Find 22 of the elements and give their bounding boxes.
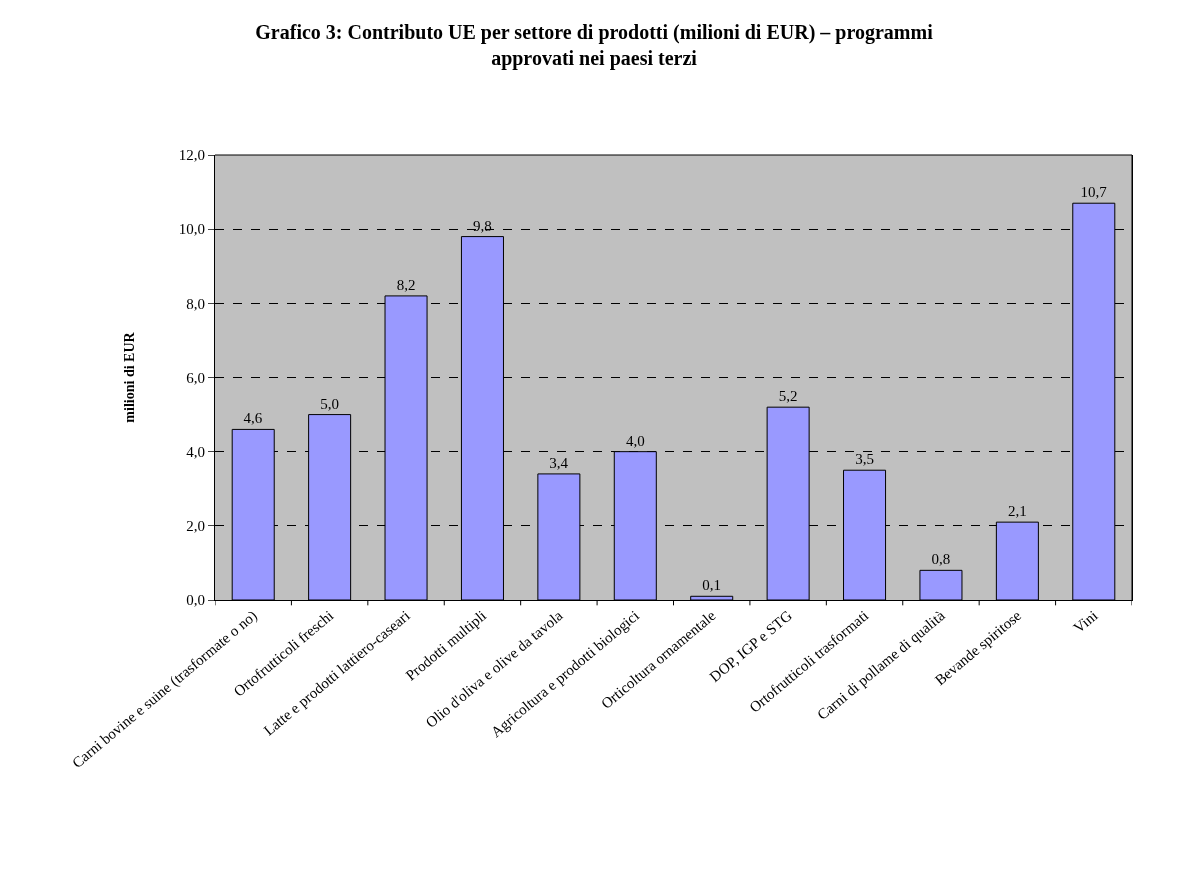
data-label: 5,2 (778, 388, 798, 405)
data-label: 0,8 (931, 551, 951, 568)
data-label: 4,6 (243, 410, 263, 427)
y-tick-label: 6,0 (186, 369, 205, 386)
y-tick-label: 2,0 (186, 518, 205, 535)
y-tick-label: 10,0 (178, 221, 205, 238)
y-axis-title: milioni di EUR (122, 331, 138, 423)
chart-title: Grafico 3: Contributo UE per settore di prodotti (milioni di EUR) – programmi approvati nei paesi terzi (255, 21, 934, 71)
data-label: 2,1 (1008, 503, 1027, 520)
y-tick-label: 12,0 (178, 147, 205, 164)
data-label: 3,4 (549, 454, 569, 471)
data-label: 9,8 (473, 217, 492, 234)
data-label: 0,1 (702, 577, 722, 594)
data-label: 5,0 (320, 395, 339, 412)
y-tick-label: 4,0 (186, 443, 205, 460)
data-label: 3,5 (855, 451, 874, 468)
y-tick-label: 8,0 (186, 295, 205, 312)
x-tick-label: Vini (1070, 607, 1101, 637)
data-label: 10,7 (1080, 184, 1108, 201)
data-label: 4,0 (625, 432, 645, 449)
data-label: 8,2 (396, 276, 416, 293)
y-tick-label: 0,0 (186, 592, 205, 609)
